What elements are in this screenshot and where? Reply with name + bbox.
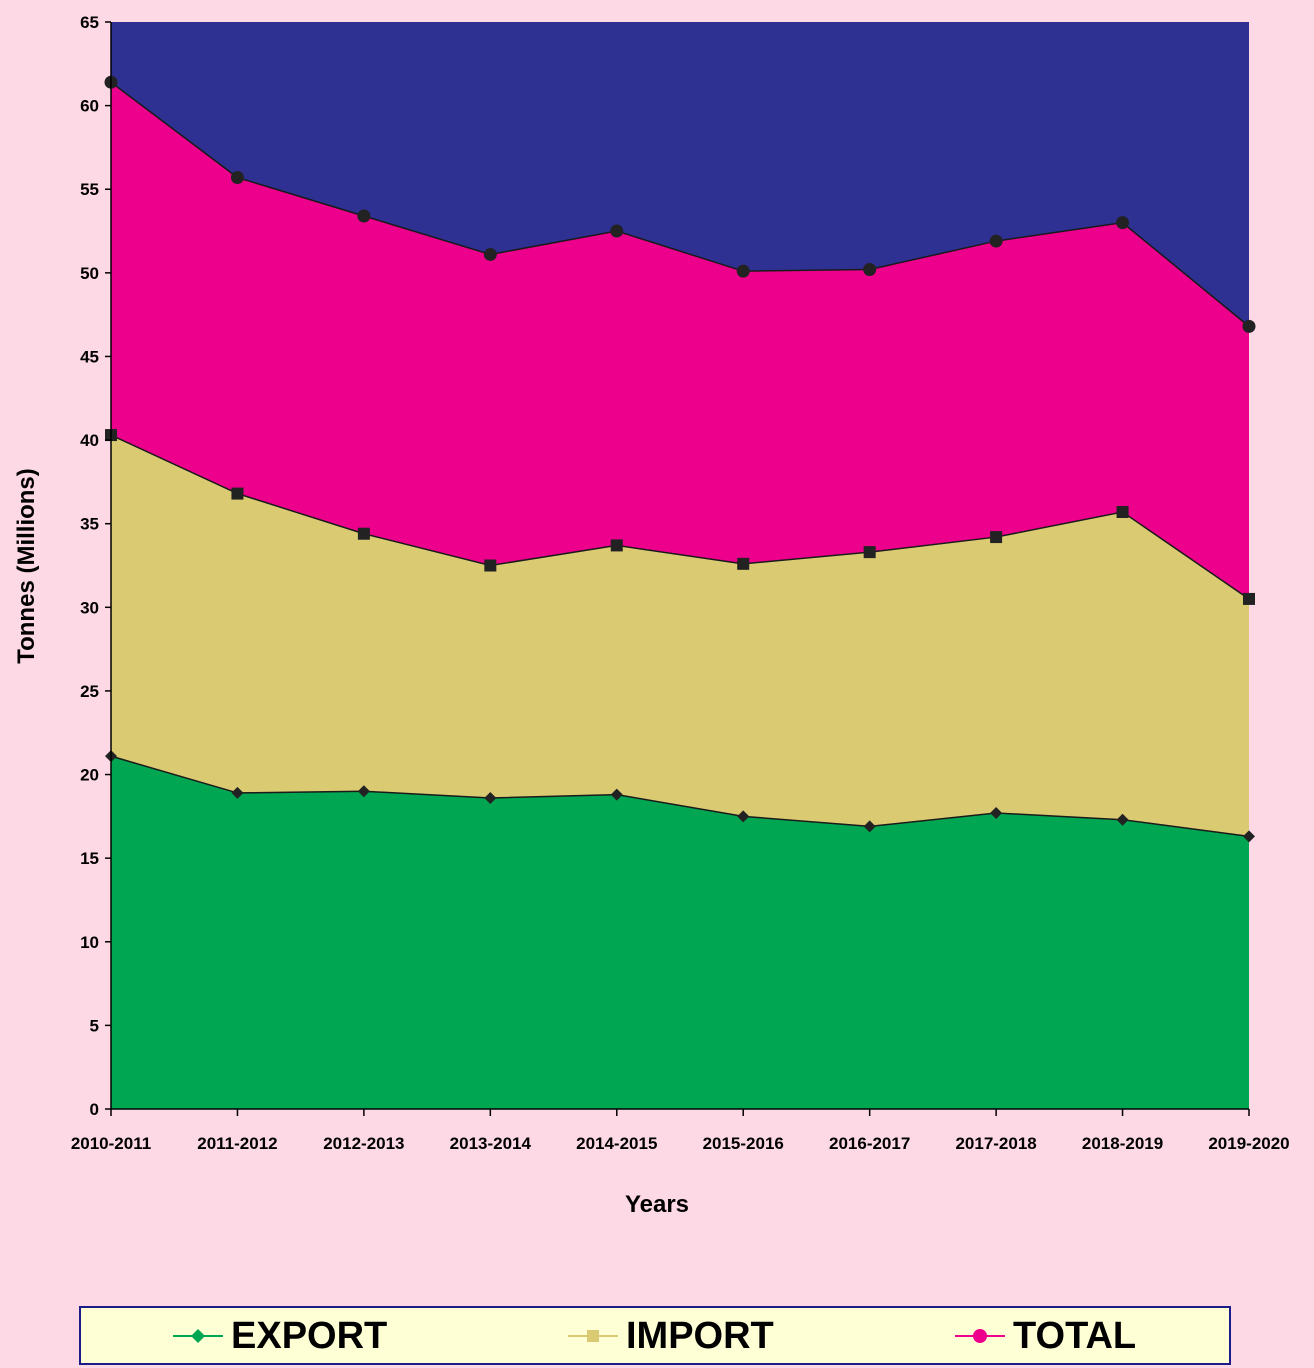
marker-export <box>737 810 750 823</box>
stacked-area-chart: 0 5 10 15 20 25 30 35 40 45 50 55 60 65 2010-2011 2011… <box>13 13 1290 1218</box>
y-tick-label: 25 <box>80 682 99 701</box>
marker-import <box>610 539 623 552</box>
y-tick-label: 50 <box>80 264 99 283</box>
x-tick-label: 2012-2013 <box>323 1134 404 1153</box>
area-layers <box>111 22 1249 1109</box>
y-axis-title: Tonnes (Millions) <box>13 468 40 664</box>
x-tick-label: 2016-2017 <box>829 1134 910 1153</box>
y-tick-label: 20 <box>80 766 99 785</box>
y-tick-label: 0 <box>90 1100 99 1119</box>
marker-import <box>990 531 1003 544</box>
y-tick-label: 40 <box>80 431 99 450</box>
legend-item-import: IMPORT <box>568 1314 774 1358</box>
axes <box>105 21 1250 1116</box>
y-tick-labels: 0 5 10 15 20 25 30 35 40 45 50 55 60 65 <box>80 13 99 1119</box>
x-tick-label: 2013-2014 <box>450 1134 532 1153</box>
legend-swatch-import <box>568 1330 618 1342</box>
marker-import <box>863 546 876 559</box>
y-tick-label: 5 <box>90 1016 99 1035</box>
line-total <box>110 81 1250 327</box>
x-tick-label: 2017-2018 <box>955 1134 1036 1153</box>
marker-export <box>1243 830 1255 843</box>
legend-label-total: TOTAL <box>1013 1314 1137 1357</box>
marker-import <box>231 487 244 500</box>
marker-total <box>1242 319 1256 333</box>
x-tick-label: 2014-2015 <box>576 1134 657 1153</box>
marker-total <box>1116 216 1130 230</box>
y-tick-label: 65 <box>80 13 99 32</box>
marker-export <box>610 788 623 801</box>
x-axis-title: Years <box>625 1191 689 1218</box>
x-tick-label: 2010-2011 <box>71 1134 151 1153</box>
legend-swatch-total <box>955 1329 1005 1343</box>
legend-label-import: IMPORT <box>626 1314 774 1357</box>
legend-label-export: EXPORT <box>231 1314 388 1357</box>
legend-item-total: TOTAL <box>955 1314 1136 1358</box>
x-tick-label: 2011-2012 <box>197 1134 277 1153</box>
marker-total <box>230 171 244 185</box>
line-import <box>110 434 1250 600</box>
marker-total <box>736 264 750 278</box>
y-tick-label: 55 <box>80 180 99 199</box>
marker-total <box>483 247 497 261</box>
y-tick-label: 35 <box>80 515 99 534</box>
legend-item-export: EXPORT <box>173 1314 387 1358</box>
marker-total <box>610 224 624 238</box>
area-export <box>111 756 1249 1109</box>
y-tick-label: 10 <box>80 933 99 952</box>
marker-export <box>231 786 244 799</box>
marker-total <box>357 209 371 223</box>
line-export <box>110 755 1250 838</box>
marker-import <box>1116 505 1129 518</box>
marker-export <box>863 820 876 833</box>
y-tick-label: 30 <box>80 598 99 617</box>
x-tick-label: 2015-2016 <box>703 1134 784 1153</box>
legend-swatch-export <box>173 1329 223 1343</box>
legend: EXPORT IMPORT TOTAL <box>79 1306 1231 1365</box>
marker-export <box>357 785 370 798</box>
marker-import <box>1243 592 1255 605</box>
x-tick-labels: 2010-2011 2011-2012 2012-2013 2013-2014 2014… <box>71 1134 1290 1153</box>
y-tick-label: 45 <box>80 347 99 366</box>
marker-export <box>1116 813 1129 826</box>
marker-total <box>989 234 1003 248</box>
marker-import <box>737 557 750 570</box>
marker-total <box>863 263 877 277</box>
marker-import <box>357 527 370 540</box>
x-tick-label: 2019-2020 <box>1208 1134 1289 1153</box>
y-tick-label: 15 <box>80 849 99 868</box>
x-tick-label: 2018-2019 <box>1082 1134 1163 1153</box>
y-tick-label: 60 <box>80 97 99 116</box>
marker-export <box>990 807 1003 820</box>
marker-export <box>484 791 497 804</box>
marker-import <box>484 559 497 572</box>
series-lines <box>110 81 1250 838</box>
